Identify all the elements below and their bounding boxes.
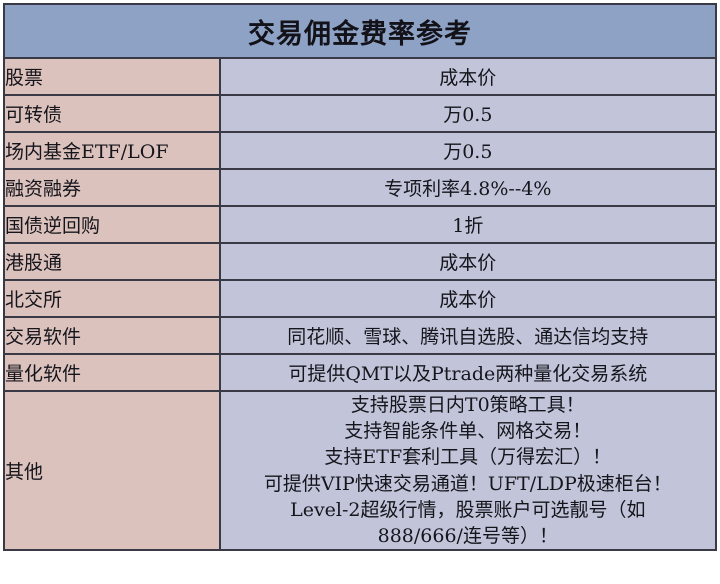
other-line: 支持智能条件单、网格交易！ (344, 420, 592, 443)
row-value-margin-trading: 专项利率4.8%--4% (218, 168, 718, 207)
other-line: 支持股票日内T0策略工具！ (350, 394, 585, 416)
table-row-other: 其他 支持股票日内T0策略工具！ 支持智能条件单、网格交易！ 支持ETF套利工具… (3, 389, 718, 552)
row-value-hk-connect: 成本价 (218, 242, 718, 281)
row-label-hk-connect: 港股通 (3, 242, 221, 281)
row-label-quant-software: 量化软件 (3, 353, 221, 392)
row-value-quant-software: 可提供QMT以及Ptrade两种量化交易系统 (218, 353, 718, 392)
table-row: 北交所 成本价 (3, 279, 718, 318)
row-label-trading-software: 交易软件 (3, 316, 221, 355)
other-line: Level-2超级行情，股票账户可选靓号（如 (290, 498, 646, 521)
row-value-stock: 成本价 (218, 57, 718, 96)
other-line: 支持ETF套利工具（万得宏汇）！ (324, 446, 612, 469)
row-label-reverse-repo: 国债逆回购 (3, 205, 221, 244)
row-label-bse: 北交所 (3, 279, 221, 318)
row-label-stock: 股票 (3, 57, 221, 96)
table-row: 港股通 成本价 (3, 242, 718, 281)
row-label-etf-lof: 场内基金ETF/LOF (3, 131, 221, 170)
table-title-row: 交易佣金费率参考 (3, 3, 717, 59)
fee-table-container: 交易佣金费率参考 股票 成本价 可转债 万0.5 场内基金ETF/LOF 万0.… (3, 3, 718, 584)
row-value-convertible-bond: 万0.5 (218, 94, 718, 133)
table-row: 量化软件 可提供QMT以及Ptrade两种量化交易系统 (3, 353, 718, 392)
table-body: 交易佣金费率参考 股票 成本价 可转债 万0.5 场内基金ETF/LOF 万0.… (3, 3, 718, 552)
row-label-margin-trading: 融资融券 (3, 168, 221, 207)
table-row: 股票 成本价 (3, 57, 718, 96)
table-row: 融资融券 专项利率4.8%--4% (3, 168, 718, 207)
table-row: 交易软件 同花顺、雪球、腾讯自选股、通达信均支持 (3, 316, 718, 355)
table-title: 交易佣金费率参考 (3, 3, 717, 59)
row-label-other: 其他 (3, 389, 221, 552)
row-value-trading-software: 同花顺、雪球、腾讯自选股、通达信均支持 (218, 316, 718, 355)
table-row: 场内基金ETF/LOF 万0.5 (3, 131, 718, 170)
table-row: 国债逆回购 1折 (3, 205, 718, 244)
table-row: 可转债 万0.5 (3, 94, 718, 133)
row-value-other: 支持股票日内T0策略工具！ 支持智能条件单、网格交易！ 支持ETF套利工具（万得… (218, 389, 718, 552)
row-value-etf-lof: 万0.5 (218, 131, 718, 170)
other-line: 可提供VIP快速交易通道！UFT/LDP极速柜台！ (263, 472, 672, 495)
row-label-convertible-bond: 可转债 (3, 94, 221, 133)
other-line: 888/666/连号等）！ (377, 525, 558, 548)
row-value-bse: 成本价 (218, 279, 718, 318)
row-value-reverse-repo: 1折 (218, 205, 718, 244)
commission-fee-table: 交易佣金费率参考 股票 成本价 可转债 万0.5 场内基金ETF/LOF 万0.… (3, 3, 718, 552)
